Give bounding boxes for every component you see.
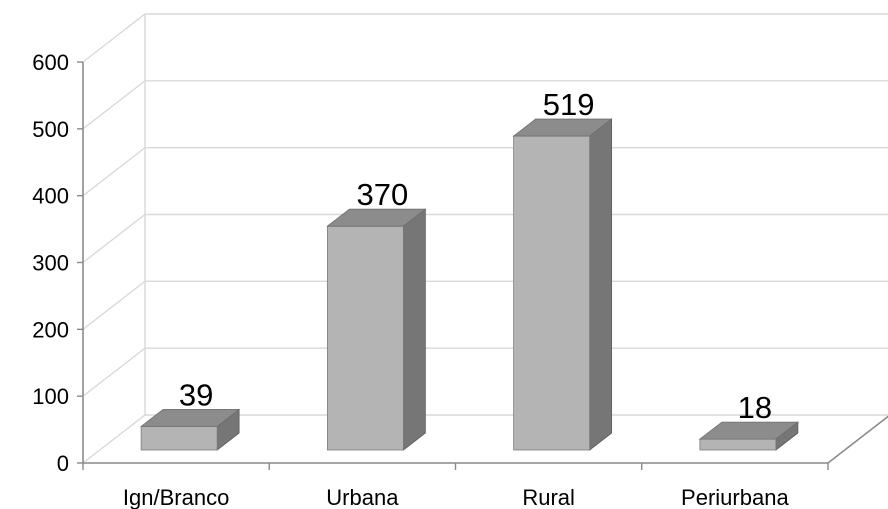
- labels: 0 100 200 300 400 500 600 39 Ign/Branco 370 Urbana…: [32, 50, 789, 509]
- y-tick-label: 400: [32, 184, 69, 209]
- bar-side: [589, 118, 613, 451]
- y-tick-label: 200: [32, 317, 69, 342]
- gridline: [82, 80, 888, 130]
- gridline: [82, 146, 888, 197]
- y-tick-label: 600: [32, 50, 69, 75]
- x-tick-label: Ign/Branco: [123, 485, 229, 509]
- data-label: 370: [357, 177, 409, 212]
- bar-ign-branco: [139, 408, 241, 451]
- gridline: [82, 13, 888, 63]
- data-label: 519: [543, 87, 595, 122]
- x-tick-label: Urbana: [326, 485, 399, 509]
- bar-side: [402, 208, 426, 451]
- bar-top: [512, 118, 613, 137]
- bar-front: [699, 438, 777, 451]
- gridlines: [82, 13, 888, 464]
- bar-top: [698, 421, 800, 440]
- bar-front: [140, 426, 218, 451]
- bar-periurbana: [698, 421, 800, 451]
- bar-rural: [512, 118, 613, 451]
- y-tick-label: 0: [57, 451, 69, 476]
- bar-front: [513, 135, 591, 451]
- x-tick-label: Rural: [522, 485, 575, 509]
- y-tick-label: 500: [32, 117, 69, 142]
- bar-front: [326, 225, 404, 451]
- bar-urbana: [326, 208, 427, 451]
- y-tick-label: 100: [32, 384, 69, 409]
- gridline: [82, 213, 888, 264]
- axes: [77, 61, 888, 470]
- bar-top: [326, 208, 427, 227]
- data-label: 18: [738, 390, 772, 425]
- bars: [139, 118, 800, 451]
- bar-top: [139, 409, 241, 427]
- gridline: [82, 280, 888, 330]
- data-label: 39: [179, 377, 213, 412]
- x-tick-label: Periurbana: [681, 485, 789, 509]
- y-tick-label: 300: [32, 251, 69, 276]
